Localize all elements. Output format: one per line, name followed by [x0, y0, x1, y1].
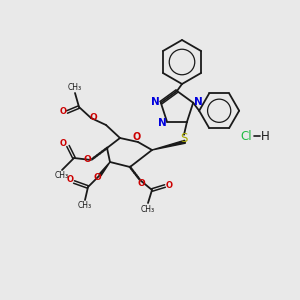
Text: Cl: Cl	[240, 130, 252, 142]
Text: O: O	[93, 173, 101, 182]
Text: H: H	[261, 130, 269, 142]
Polygon shape	[99, 162, 110, 176]
Text: O: O	[59, 106, 67, 116]
Text: CH₃: CH₃	[68, 82, 82, 91]
Text: S: S	[180, 132, 188, 145]
Text: O: O	[67, 176, 73, 184]
Polygon shape	[152, 140, 185, 150]
Text: O: O	[89, 112, 97, 122]
Text: N: N	[152, 97, 160, 107]
Text: O: O	[166, 181, 172, 190]
Text: CH₃: CH₃	[141, 205, 155, 214]
Text: CH₃: CH₃	[55, 172, 69, 181]
Text: CH₃: CH₃	[78, 202, 92, 211]
Text: N: N	[158, 118, 166, 128]
Text: O: O	[83, 155, 91, 164]
Text: O: O	[133, 132, 141, 142]
Text: N: N	[194, 97, 203, 107]
Text: O: O	[59, 139, 67, 148]
Text: O: O	[137, 178, 145, 188]
